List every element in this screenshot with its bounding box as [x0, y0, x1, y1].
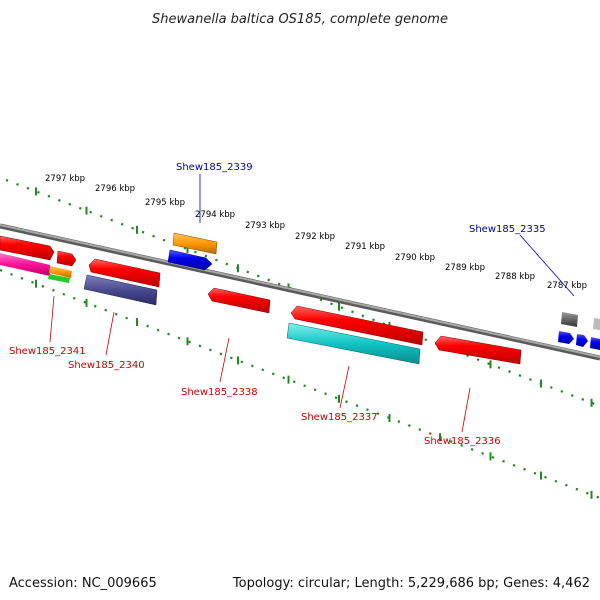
gene-label-shew185-2339[interactable]: Shew185_2339	[176, 162, 253, 173]
genome-title: Shewanella baltica OS185, complete genom…	[152, 12, 448, 27]
gene-arrow-red-left[interactable]	[0, 235, 55, 261]
gene-arrow-shew185-2336[interactable]	[434, 335, 522, 365]
gene-block-orange-small[interactable]	[49, 266, 72, 278]
gene-block-grey[interactable]	[561, 312, 578, 327]
gene-arrow-red-small[interactable]	[56, 250, 77, 267]
gene-labels: Shew185_2339 Shew185_2335 Shew185_2341 S…	[9, 162, 546, 447]
gene-label-shew185-2340[interactable]: Shew185_2340	[68, 360, 145, 371]
gene-label-shew185-2335[interactable]: Shew185_2335	[469, 224, 546, 235]
gene-arrow-shew185-2335[interactable]	[558, 331, 574, 344]
gene-label-shew185-2337[interactable]: Shew185_2337	[301, 412, 378, 423]
tick-label-2796: 2796 kbp	[95, 184, 135, 194]
tick-label-2791: 2791 kbp	[345, 242, 385, 252]
gene-label-shew185-2338[interactable]: Shew185_2338	[181, 387, 258, 398]
scale-tick-labels: 2797 kbp 2796 kbp 2795 kbp 2794 kbp 2793…	[45, 174, 587, 291]
gene-arrow-shew185-2339[interactable]	[167, 249, 213, 271]
genome-summary-text: Topology: circular; Length: 5,229,686 bp…	[232, 576, 590, 591]
gene-arrow-red-long[interactable]	[290, 305, 424, 346]
gene-block-green[interactable]	[48, 274, 70, 283]
gene-arrow-shew185-2338[interactable]	[207, 287, 271, 314]
leader-shew185-2340	[105, 311, 115, 356]
accession-text: Accession: NC_009665	[9, 576, 157, 591]
gene-label-shew185-2341[interactable]: Shew185_2341	[9, 346, 86, 357]
label-leaders	[49, 174, 575, 433]
gene-block-shew185-2337[interactable]	[286, 322, 421, 365]
tick-label-2797: 2797 kbp	[45, 174, 85, 184]
tick-label-2790: 2790 kbp	[395, 253, 435, 263]
gene-block-orange[interactable]	[172, 232, 218, 255]
tick-label-2789: 2789 kbp	[445, 263, 485, 273]
major-tick-marks	[35, 187, 593, 499]
tick-label-2793: 2793 kbp	[245, 221, 285, 231]
leader-shew185-2335	[519, 234, 575, 297]
tick-label-2788: 2788 kbp	[495, 272, 535, 282]
gene-arrow-red-2[interactable]	[88, 258, 161, 288]
leader-shew185-2338	[219, 337, 230, 383]
gene-block-light-grey[interactable]	[593, 318, 600, 330]
leader-shew185-2337	[339, 365, 350, 409]
gene-arrow-blue-2[interactable]	[576, 334, 588, 347]
tick-label-2792: 2792 kbp	[295, 232, 335, 242]
tick-label-2794: 2794 kbp	[195, 210, 235, 220]
scale-track-lower	[0, 268, 600, 500]
genome-backbone-highlight	[0, 224, 600, 358]
gene-arrow-blue-3[interactable]	[590, 337, 600, 350]
upper-strand-genes	[167, 232, 600, 350]
leader-shew185-2341	[49, 295, 55, 343]
lower-strand-genes	[0, 235, 522, 365]
gene-label-shew185-2336[interactable]: Shew185_2336	[424, 436, 501, 447]
gene-block-shew185-2340[interactable]	[83, 274, 158, 306]
tick-label-2795: 2795 kbp	[145, 198, 185, 208]
gene-block-pink[interactable]	[0, 253, 50, 276]
tick-label-2787: 2787 kbp	[547, 281, 587, 291]
leader-shew185-2336	[461, 387, 471, 433]
